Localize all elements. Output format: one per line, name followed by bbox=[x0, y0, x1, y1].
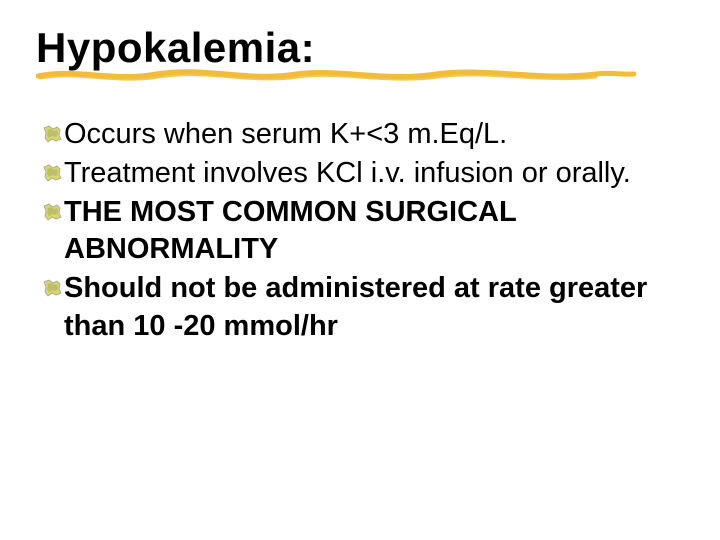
bullet-list: Occurs when serum K+<3 m.Eq/L. Treatment… bbox=[36, 116, 684, 345]
bullet-text: Occurs when serum K+<3 m.Eq/L. bbox=[64, 116, 507, 153]
slide: Hypokalemia: Occurs when serum K+<3 m.Eq… bbox=[0, 0, 720, 371]
list-item: THE MOST COMMON SURGICAL ABNORMALITY bbox=[42, 194, 684, 268]
bullet-text: Treatment involves KCl i.v. infusion or … bbox=[64, 155, 631, 192]
bullet-icon bbox=[42, 278, 62, 298]
bullet-text: Should not be administered at rate great… bbox=[64, 270, 684, 344]
bullet-icon bbox=[42, 202, 62, 222]
bullet-icon bbox=[42, 163, 62, 183]
list-item: Treatment involves KCl i.v. infusion or … bbox=[42, 155, 684, 192]
slide-title: Hypokalemia: bbox=[36, 24, 684, 72]
list-item: Should not be administered at rate great… bbox=[42, 270, 684, 344]
list-item: Occurs when serum K+<3 m.Eq/L. bbox=[42, 116, 684, 153]
bullet-text: THE MOST COMMON SURGICAL ABNORMALITY bbox=[64, 194, 684, 268]
bullet-icon bbox=[42, 124, 62, 144]
title-block: Hypokalemia: bbox=[36, 24, 684, 72]
